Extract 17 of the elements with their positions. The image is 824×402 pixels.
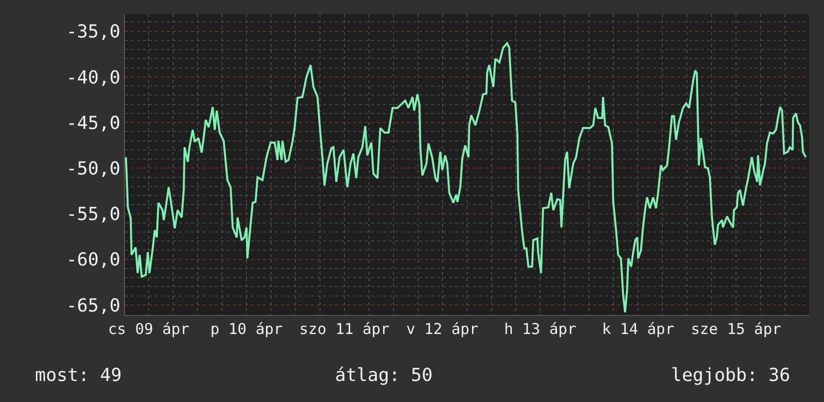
x-tick-label: v 12 ápr <box>406 320 478 338</box>
text: átlag: 50 <box>335 365 433 386</box>
x-tick-label: k 14 ápr <box>602 320 674 338</box>
y-tick-label: -45,0 <box>66 112 120 134</box>
text: legjobb: 36 <box>671 365 790 386</box>
y-tick-label: -40,0 <box>66 67 120 88</box>
x-tick-label: p 10 ápr <box>210 320 283 338</box>
y-tick-label: -50,0 <box>66 158 120 180</box>
y-tick-label: -35,0 <box>66 22 120 43</box>
x-tick-label: cs 09 ápr <box>108 320 190 338</box>
x-tick-label: szo 11 ápr <box>299 320 390 338</box>
x-tick-label: sze 15 ápr <box>690 320 782 338</box>
y-tick-label: -60,0 <box>66 250 120 271</box>
y-tick-label: -65,0 <box>66 295 120 316</box>
text: most: 49 <box>35 365 122 386</box>
x-tick-label: h 13 ápr <box>504 320 576 338</box>
y-tick-label: -55,0 <box>66 204 120 226</box>
